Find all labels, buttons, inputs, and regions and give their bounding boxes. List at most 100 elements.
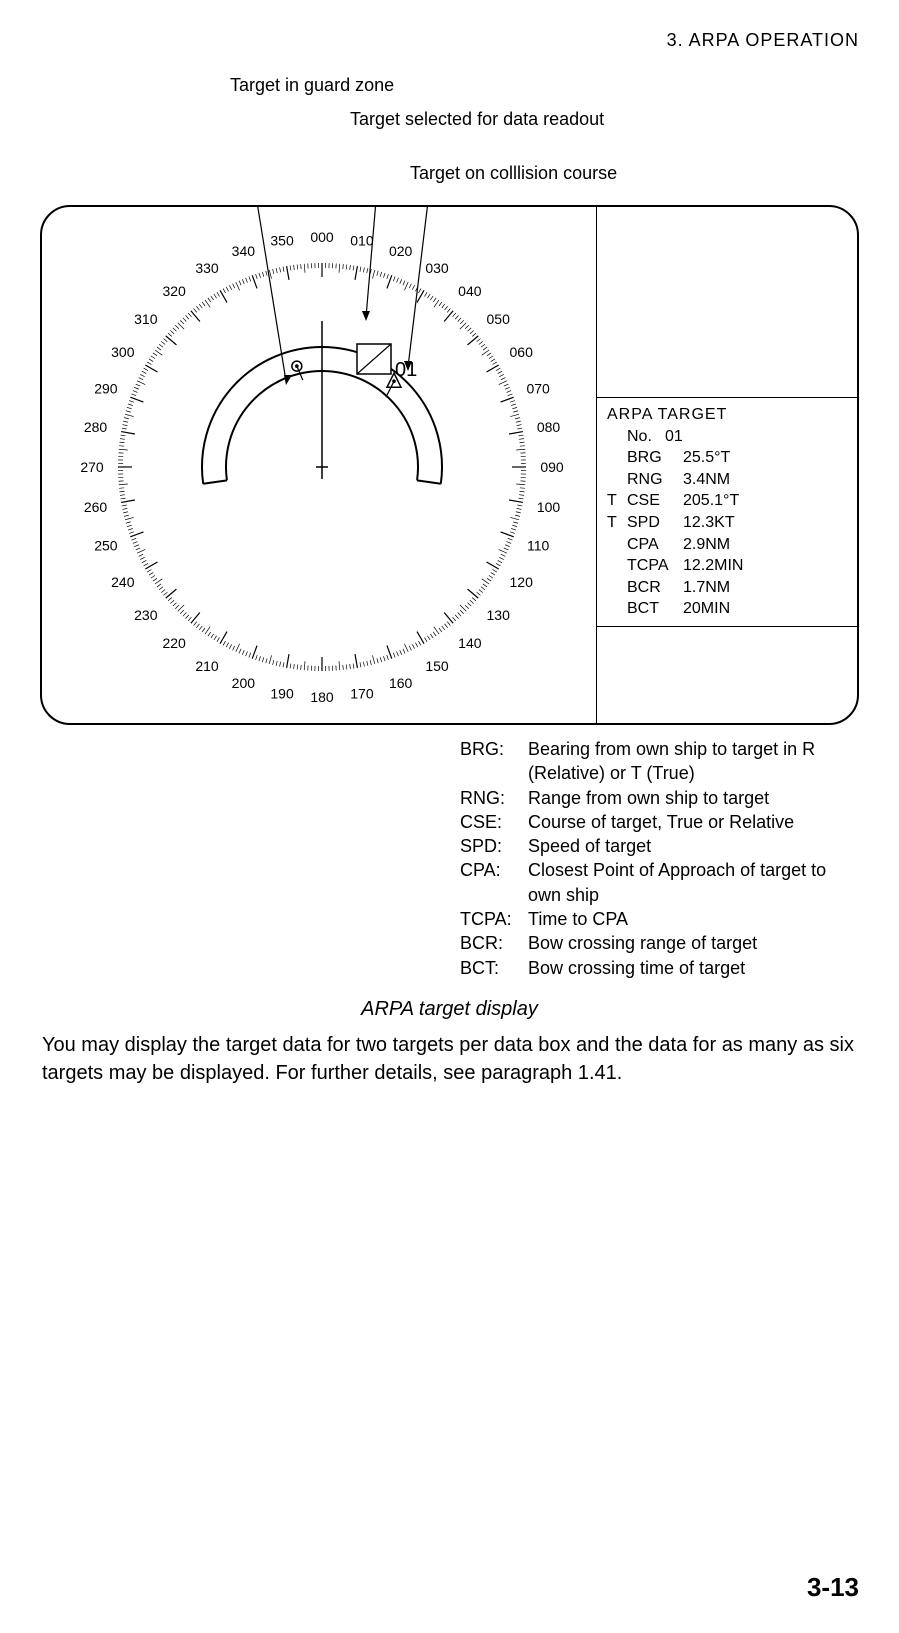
row-key: CSE (627, 490, 683, 512)
def-key: BRG: (460, 737, 528, 786)
row-key: SPD (627, 512, 683, 534)
arpa-target-panel: ARPA TARGET No. 01 BRG25.5°TRNG3.4NMTCSE… (597, 398, 857, 627)
row-val: 1.7NM (683, 577, 847, 599)
svg-text:120: 120 (510, 574, 534, 590)
definition-row: BRG:Bearing from own ship to target in R… (460, 737, 859, 786)
panel-row: CPA2.9NM (607, 534, 847, 556)
figure-caption: ARPA target display (40, 998, 859, 1021)
panel-no-value: 01 (665, 426, 847, 448)
display-frame: 0000100200300400500600700800901001101201… (40, 205, 859, 725)
definition-row: SPD:Speed of target (460, 834, 859, 858)
svg-text:250: 250 (94, 538, 118, 554)
definition-row: RNG:Range from own ship to target (460, 786, 859, 810)
row-val: 20MIN (683, 598, 847, 620)
svg-text:170: 170 (350, 686, 374, 702)
row-val: 25.5°T (683, 447, 847, 469)
definition-row: BCR:Bow crossing range of target (460, 931, 859, 955)
def-text: Time to CPA (528, 907, 859, 931)
svg-text:01: 01 (395, 359, 417, 381)
panel-row: RNG3.4NM (607, 469, 847, 491)
svg-text:260: 260 (84, 499, 108, 515)
def-text: Bearing from own ship to target in R (Re… (528, 737, 859, 786)
def-key: SPD: (460, 834, 528, 858)
svg-text:290: 290 (94, 380, 118, 396)
row-key: BRG (627, 447, 683, 469)
svg-text:310: 310 (134, 311, 158, 327)
def-key: BCT: (460, 956, 528, 980)
svg-text:150: 150 (425, 658, 449, 674)
def-key: BCR: (460, 931, 528, 955)
row-val: 12.3KT (683, 512, 847, 534)
row-key: RNG (627, 469, 683, 491)
svg-text:160: 160 (389, 675, 413, 691)
panel-title: ARPA TARGET (607, 404, 847, 426)
definition-row: TCPA:Time to CPA (460, 907, 859, 931)
svg-text:060: 060 (510, 344, 534, 360)
panel-row: BRG25.5°T (607, 447, 847, 469)
def-key: CSE: (460, 810, 528, 834)
panel-row: BCR1.7NM (607, 577, 847, 599)
def-text: Speed of target (528, 834, 859, 858)
svg-text:330: 330 (195, 260, 219, 276)
definition-row: CSE:Course of target, True or Relative (460, 810, 859, 834)
def-text: Range from own ship to target (528, 786, 859, 810)
def-text: Bow crossing range of target (528, 931, 859, 955)
svg-text:350: 350 (270, 232, 294, 248)
svg-text:320: 320 (162, 283, 186, 299)
svg-text:070: 070 (526, 380, 550, 396)
panel-row: TSPD12.3KT (607, 512, 847, 534)
panel-no-label: No. (627, 426, 665, 448)
svg-text:280: 280 (84, 419, 108, 435)
def-text: Closest Point of Approach of target to o… (528, 858, 859, 907)
row-key: CPA (627, 534, 683, 556)
svg-text:000: 000 (310, 229, 334, 245)
callout-guard: Target in guard zone (230, 75, 394, 96)
svg-text:080: 080 (537, 419, 561, 435)
callout-selected: Target selected for data readout (350, 109, 604, 130)
panel-no-row: No. 01 (607, 426, 847, 448)
def-key: RNG: (460, 786, 528, 810)
svg-text:140: 140 (458, 635, 482, 651)
page-header: 3. ARPA OPERATION (40, 30, 859, 51)
row-prefix (607, 555, 627, 577)
panel-row: TCPA12.2MIN (607, 555, 847, 577)
row-prefix (607, 598, 627, 620)
svg-text:050: 050 (487, 311, 511, 327)
def-text: Bow crossing time of target (528, 956, 859, 980)
panel-row: TCSE205.1°T (607, 490, 847, 512)
svg-text:270: 270 (80, 459, 104, 475)
svg-text:340: 340 (232, 243, 256, 259)
svg-text:090: 090 (540, 459, 564, 475)
row-val: 2.9NM (683, 534, 847, 556)
svg-text:240: 240 (111, 574, 135, 590)
data-panel: ARPA TARGET No. 01 BRG25.5°TRNG3.4NMTCSE… (596, 207, 857, 723)
definitions-list: BRG:Bearing from own ship to target in R… (460, 737, 859, 980)
def-text: Course of target, True or Relative (528, 810, 859, 834)
panel-row: BCT20MIN (607, 598, 847, 620)
callout-labels: Target in guard zone Target selected for… (180, 75, 859, 205)
row-val: 3.4NM (683, 469, 847, 491)
row-prefix (607, 447, 627, 469)
row-key: BCT (627, 598, 683, 620)
row-val: 205.1°T (683, 490, 847, 512)
svg-text:210: 210 (195, 658, 219, 674)
svg-text:180: 180 (310, 689, 334, 705)
body-paragraph: You may display the target data for two … (42, 1031, 857, 1087)
row-prefix (607, 577, 627, 599)
def-key: TCPA: (460, 907, 528, 931)
svg-text:110: 110 (527, 538, 550, 554)
svg-text:300: 300 (111, 344, 135, 360)
svg-text:020: 020 (389, 243, 413, 259)
radar-compass: 0000100200300400500600700800901001101201… (52, 217, 592, 717)
row-prefix (607, 469, 627, 491)
page-number: 3-13 (807, 1572, 859, 1603)
svg-text:230: 230 (134, 607, 158, 623)
row-prefix (607, 534, 627, 556)
svg-text:100: 100 (537, 499, 561, 515)
row-key: BCR (627, 577, 683, 599)
svg-text:220: 220 (162, 635, 186, 651)
svg-text:010: 010 (350, 232, 374, 248)
row-key: TCPA (627, 555, 683, 577)
row-prefix: T (607, 512, 627, 534)
def-key: CPA: (460, 858, 528, 907)
